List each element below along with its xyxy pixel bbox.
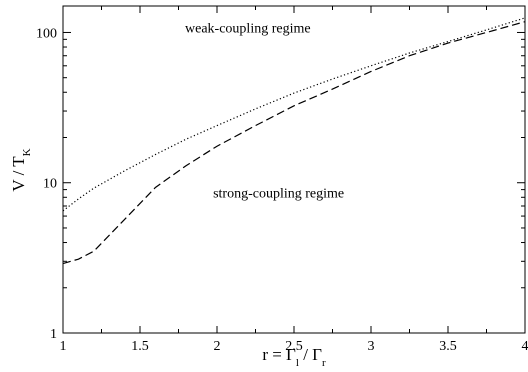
- series-dashed-line: [62, 21, 526, 265]
- annotation-0: weak-coupling regime: [185, 21, 311, 36]
- x-tick-label-1: 1.5: [131, 339, 149, 354]
- axis-ticks: 1 1.5 2 2.5 3 3.5 4 1 10 100: [36, 6, 528, 354]
- annotation-1: strong-coupling regime: [213, 186, 344, 201]
- y-axis-title: V / TK: [9, 148, 33, 191]
- y-tick-label-2: 100: [36, 26, 57, 41]
- plot-frame: [62, 5, 526, 334]
- series-dotted-line: [62, 17, 526, 212]
- x-tick-label-5: 3.5: [439, 339, 457, 354]
- x-axis-title: r = Γl / Γr: [262, 345, 326, 369]
- series-layer: [62, 17, 526, 265]
- x-tick-label-0: 1: [60, 339, 67, 354]
- x-tick-label-4: 3: [368, 339, 375, 354]
- x-tick-label-3: 2.5: [285, 339, 303, 354]
- x-tick-label-2: 2: [214, 339, 221, 354]
- x-tick-label-6: 4: [522, 339, 528, 354]
- annotation-layer: weak-coupling regime strong-coupling regi…: [185, 21, 344, 201]
- y-tick-label-0: 1: [50, 327, 57, 342]
- y-tick-label-1: 10: [43, 177, 57, 192]
